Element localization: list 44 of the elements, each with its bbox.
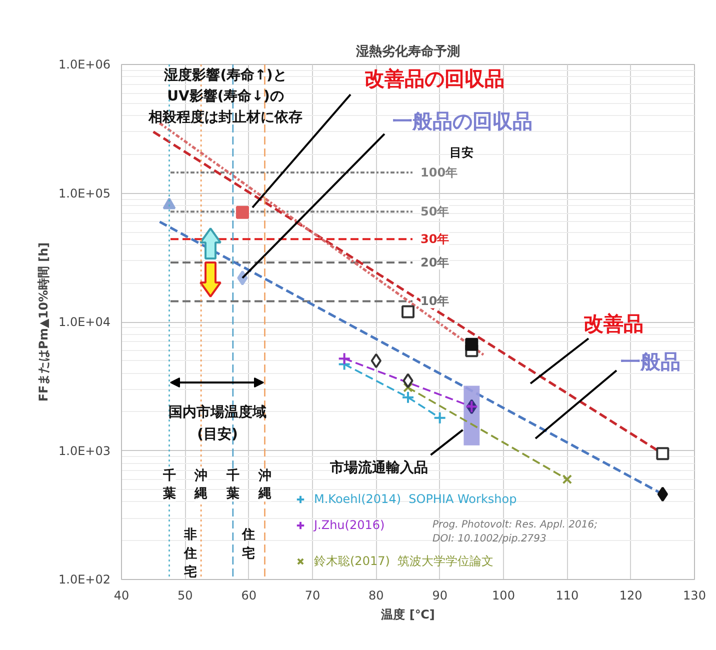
annotation: 非住宅: [183, 528, 197, 580]
annotation: 市場流通輸入品: [328, 458, 428, 476]
legend-label: M.Koehl(2014) SOPHIA Workshop: [314, 492, 517, 506]
x-tick-label: 120: [619, 588, 642, 602]
x-tick-label: 60: [241, 588, 256, 602]
annotation: 一般品: [620, 350, 680, 374]
legend-label: J.Zhu(2016): [314, 518, 385, 532]
x-tick-label: 80: [368, 588, 384, 602]
y-tick-label: 1.0E+03: [58, 444, 111, 458]
x-tick-label: 90: [432, 588, 448, 602]
ref-line-label: 沖縄: [257, 468, 272, 502]
chart-title: 湿熱劣化寿命予測: [355, 44, 460, 60]
ref-line-label: 沖縄: [194, 468, 208, 502]
annotation: 改善品: [584, 312, 644, 336]
annotation: 国内市場温度域: [168, 404, 266, 420]
x-tick-label: 100: [492, 588, 515, 602]
ref-line-label: 30年: [420, 232, 450, 246]
annotation: UV影響(寿命↓)の: [167, 88, 284, 104]
ref-line-label: 50年: [420, 204, 450, 219]
x-tick-label: 110: [556, 588, 579, 602]
y-tick-label: 1.0E+04: [58, 315, 111, 329]
annotation: Prog. Photovolt: Res. Appl. 2016; DOI: 10.1002/pip.2793: [432, 520, 598, 544]
x-tick-label: 130: [683, 588, 706, 602]
y-tick-label: 1.0E+05: [58, 186, 111, 200]
y-tick-label: 1.0E+02: [58, 572, 111, 586]
x-tick-label: 70: [304, 588, 320, 602]
x-axis-title: 温度 [℃]: [380, 608, 435, 622]
y-tick-label: 1.0E+06: [58, 58, 111, 72]
ref-line-label: 千葉: [225, 468, 240, 502]
annotation: 一般品の回収品: [392, 108, 532, 133]
ref-line-label: 10年: [420, 294, 450, 308]
x-tick-label: 40: [114, 588, 130, 602]
annotation: 湿度影響(寿命↑)と: [163, 66, 287, 84]
ref-line-label: 20年: [420, 255, 450, 270]
annotation: 改善品の回収品: [364, 66, 504, 90]
y-axis-title: FFまたはPm▲10%時間 [h]: [36, 242, 51, 402]
legend-label: 鈴木聡(2017) 筑波大学学位論文: [314, 552, 494, 570]
annotation: 住宅: [241, 528, 255, 562]
ref-line-label: 千葉: [162, 468, 176, 502]
ref-line-label: 100年: [420, 165, 458, 180]
annotation: 相殺程度は封止材に依存: [148, 108, 302, 126]
annotation: (目安): [197, 426, 238, 442]
x-tick-label: 50: [178, 588, 193, 602]
annotation: 目安: [450, 146, 474, 160]
